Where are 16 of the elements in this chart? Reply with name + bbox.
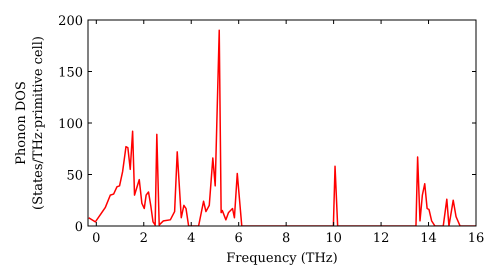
y-tick-label: 0 [74, 220, 83, 235]
x-tick-label: 8 [282, 231, 290, 246]
y-axis-title: Phonon DOS (States/THz·primitive cell) [14, 36, 46, 210]
x-tick-label: 16 [468, 231, 484, 246]
x-tick-label: 12 [372, 231, 390, 246]
x-tick-label: 4 [187, 231, 196, 246]
x-tick-label: 14 [420, 231, 437, 246]
x-axis-title: Frequency (THz) [226, 251, 338, 266]
y-tick-label: 150 [58, 66, 83, 80]
y-tick-label: 200 [58, 14, 83, 29]
x-tick-label: 2 [140, 231, 148, 246]
x-tick-label: 0 [92, 231, 100, 246]
x-tick-label: 10 [325, 231, 342, 246]
y-tick-label: 50 [66, 168, 83, 184]
x-tick-label: 6 [234, 231, 243, 246]
y-tick-label: 100 [58, 117, 83, 132]
